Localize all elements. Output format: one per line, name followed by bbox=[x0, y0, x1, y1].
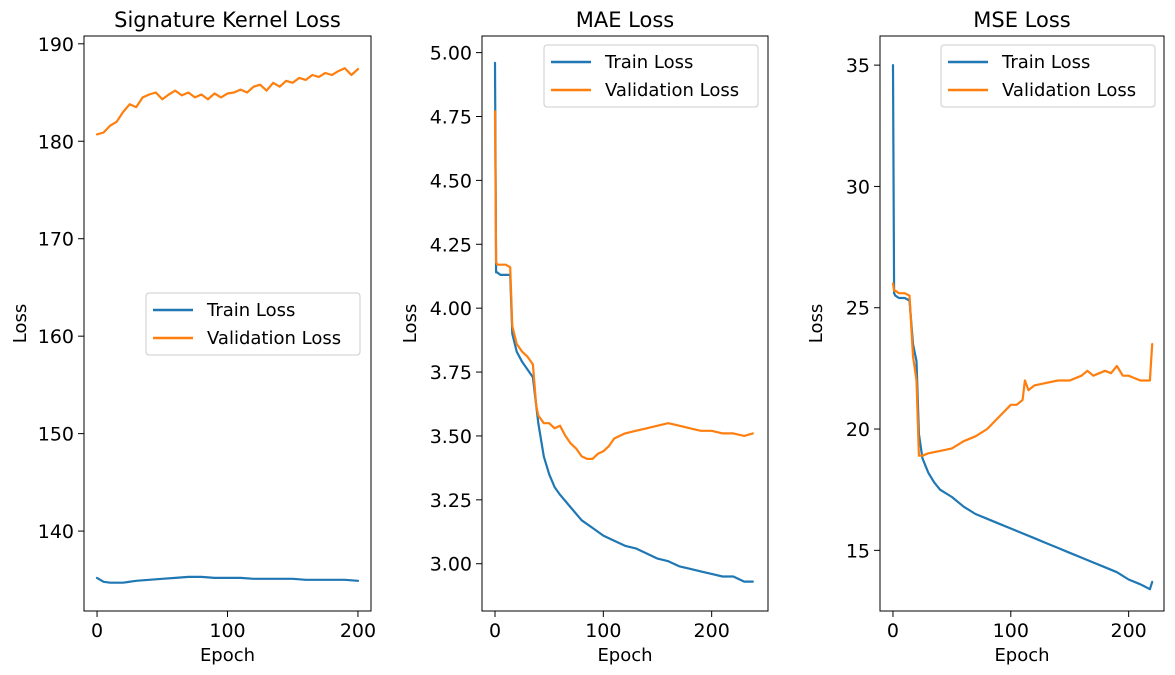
y-tick-label: 20 bbox=[846, 419, 870, 441]
x-tick-label: 0 bbox=[91, 620, 103, 642]
y-tick-label: 3.75 bbox=[430, 362, 472, 384]
y-tick-label: 150 bbox=[38, 424, 74, 446]
legend: Train Loss Validation Loss bbox=[145, 292, 361, 356]
y-tick-label: 4.25 bbox=[430, 234, 472, 256]
series-line-validation bbox=[95, 67, 360, 136]
series-line-train bbox=[493, 61, 754, 583]
y-axis-label: Loss bbox=[10, 304, 31, 343]
chart-panel-1: 0 100 200 140 150 160 170 180 190 Signature Kerne… bbox=[10, 8, 376, 666]
legend-label-validation: Validation Loss bbox=[207, 328, 341, 349]
y-axis-label: Loss bbox=[400, 304, 421, 343]
y-tick-label: 15 bbox=[846, 540, 870, 562]
legend-box bbox=[543, 44, 759, 108]
legend-label-train: Train Loss bbox=[1001, 52, 1090, 73]
x-axis-label: Epoch bbox=[200, 645, 255, 666]
plot-frame bbox=[481, 35, 769, 612]
y-tick-label: 140 bbox=[38, 521, 74, 543]
legend: Train Loss Validation Loss bbox=[543, 44, 759, 108]
y-tick-label: 180 bbox=[38, 131, 74, 153]
x-tick-label: 0 bbox=[489, 620, 501, 642]
series-line-train bbox=[95, 575, 360, 584]
series-line-validation bbox=[493, 110, 754, 460]
chart-title: MSE Loss bbox=[973, 8, 1070, 32]
x-tick-label: 100 bbox=[585, 620, 621, 642]
legend: Train Loss Validation Loss bbox=[940, 44, 1156, 108]
x-tick-label: 200 bbox=[694, 620, 730, 642]
y-tick-label: 3.00 bbox=[430, 554, 472, 576]
plot-frame bbox=[879, 35, 1165, 612]
y-tick-label: 170 bbox=[38, 229, 74, 251]
x-axis-label: Epoch bbox=[597, 645, 652, 666]
x-tick-label: 0 bbox=[887, 620, 899, 642]
x-tick-label: 100 bbox=[993, 620, 1029, 642]
y-tick-label: 25 bbox=[846, 298, 870, 320]
y-tick-label: 35 bbox=[846, 55, 870, 77]
series-line-train bbox=[891, 63, 1154, 591]
y-tick-label: 5.00 bbox=[430, 43, 472, 65]
y-tick-label: 190 bbox=[38, 34, 74, 56]
chart-panel-2: 0 100 200 3.00 3.25 3.50 3.75 4.00 4.25 4.50 4.75 5… bbox=[400, 8, 769, 666]
x-tick-label: 200 bbox=[1111, 620, 1147, 642]
x-tick-label: 100 bbox=[209, 620, 245, 642]
series-line-validation bbox=[891, 282, 1154, 457]
legend-label-validation: Validation Loss bbox=[1002, 80, 1136, 101]
y-tick-label: 160 bbox=[38, 326, 74, 348]
legend-label-train: Train Loss bbox=[206, 300, 295, 321]
y-axis-label: Loss bbox=[806, 304, 827, 343]
y-tick-label: 4.75 bbox=[430, 107, 472, 129]
x-tick-label: 200 bbox=[340, 620, 376, 642]
legend-label-validation: Validation Loss bbox=[605, 80, 739, 101]
chart-title: MAE Loss bbox=[576, 8, 675, 32]
chart-title: Signature Kernel Loss bbox=[114, 8, 341, 32]
chart-panel-3: 0 100 200 15 20 25 30 35 MSE Loss Epoch Loss Train … bbox=[806, 8, 1165, 666]
legend-box bbox=[940, 44, 1156, 108]
legend-box bbox=[145, 292, 361, 356]
y-tick-label: 4.50 bbox=[430, 170, 472, 192]
x-axis-label: Epoch bbox=[994, 645, 1049, 666]
y-tick-label: 3.25 bbox=[430, 490, 472, 512]
y-tick-label: 4.00 bbox=[430, 298, 472, 320]
legend-label-train: Train Loss bbox=[604, 52, 693, 73]
y-tick-label: 3.50 bbox=[430, 426, 472, 448]
y-tick-label: 30 bbox=[846, 176, 870, 198]
